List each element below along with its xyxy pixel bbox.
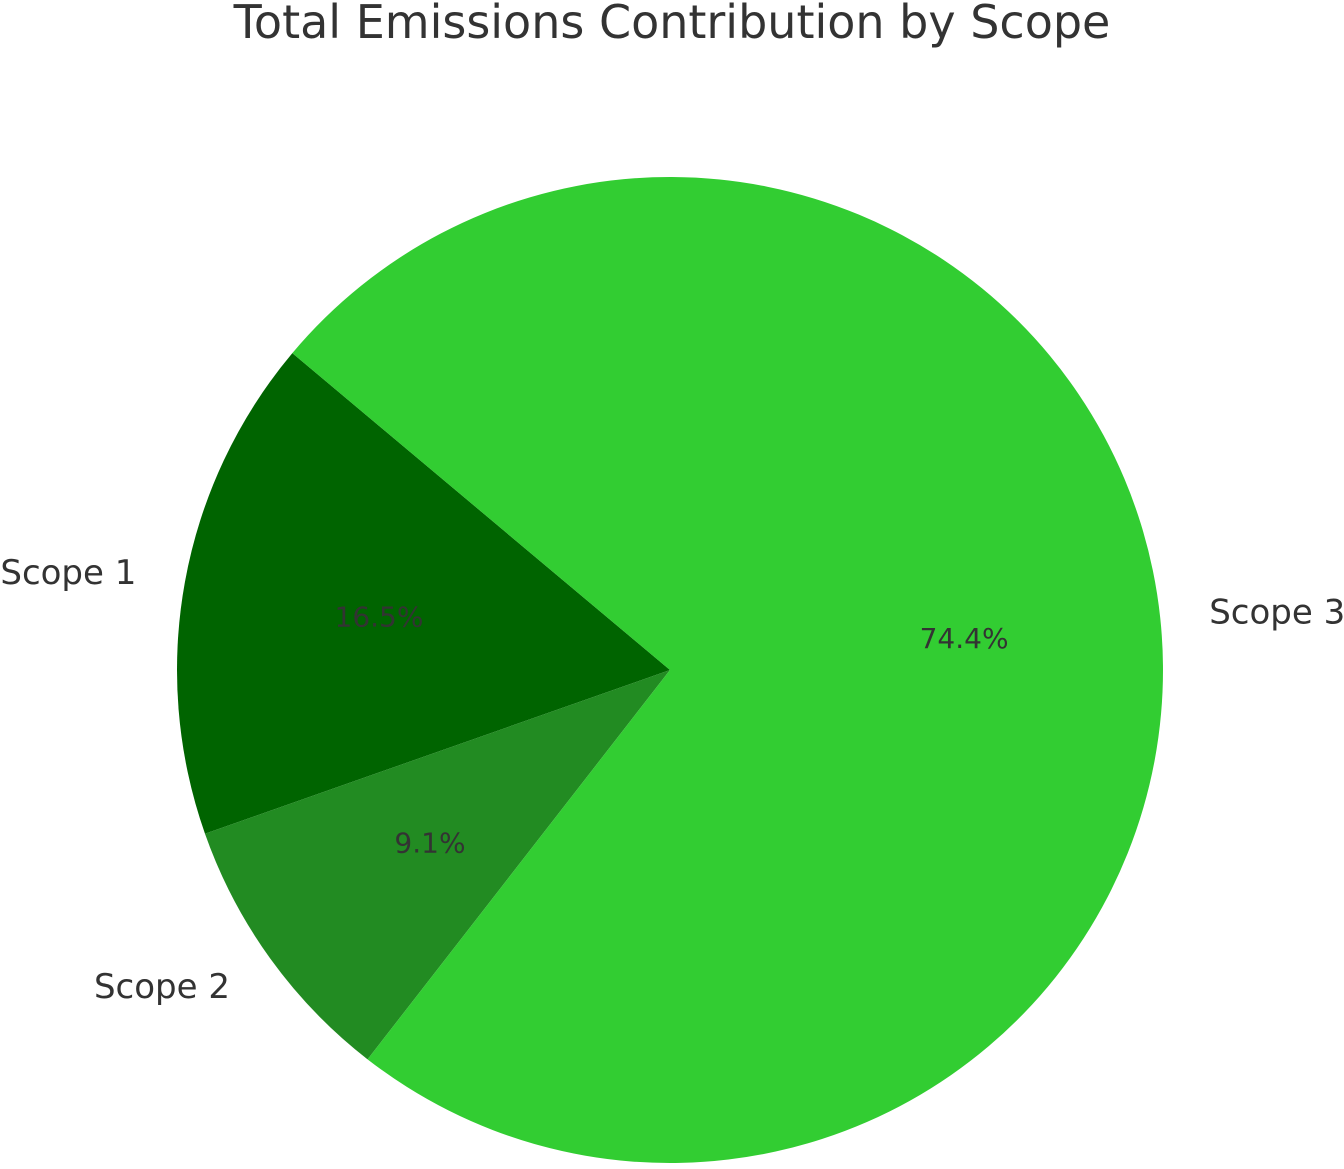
- pie-category-label: Scope 1: [0, 553, 136, 593]
- pie-percent-label: 74.4%: [920, 622, 1009, 655]
- pie-slices: [176, 177, 1163, 1164]
- pie-category-label: Scope 2: [94, 967, 230, 1007]
- chart-title: Total Emissions Contribution by Scope: [233, 0, 1111, 49]
- pie-category-label: Scope 3: [1209, 593, 1344, 633]
- pie-slice-scope-3: [292, 177, 1163, 1164]
- pie-slice-scope-1: [176, 353, 670, 834]
- pie-labels: 16.5% Scope 1 9.1% Scope 2 74.4% Scope 3: [0, 553, 1344, 1007]
- pie-percent-label: 16.5%: [335, 601, 424, 634]
- pie-slice-scope-2: [204, 670, 671, 1060]
- pie-percent-label: 9.1%: [394, 826, 465, 859]
